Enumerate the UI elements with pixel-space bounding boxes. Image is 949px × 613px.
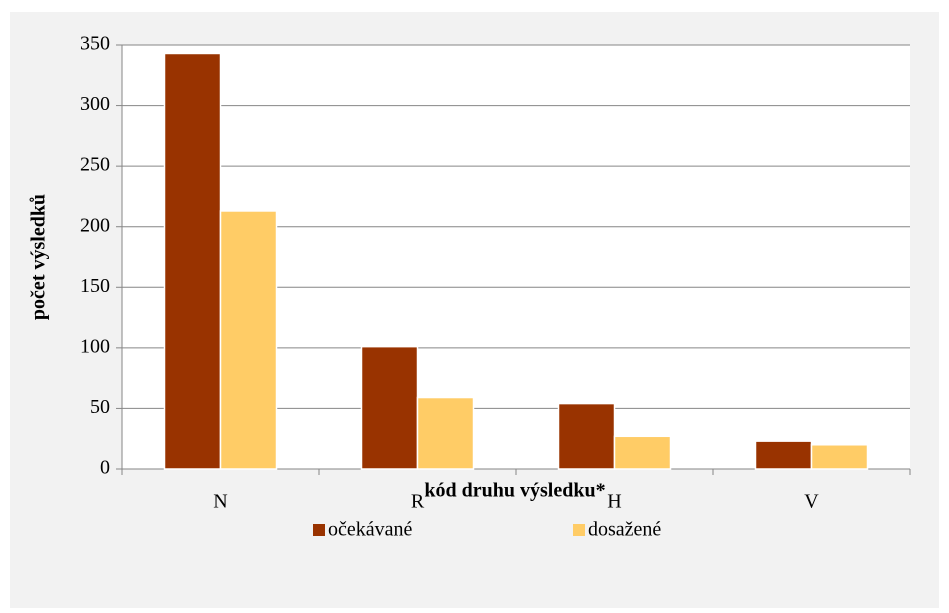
x-axis-label: kód druhu výsledku* xyxy=(424,480,605,502)
y-tick-label: 300 xyxy=(80,93,110,115)
bar xyxy=(360,345,419,470)
x-tick-label: N xyxy=(213,491,227,513)
y-tick-label: 350 xyxy=(80,33,110,55)
bar xyxy=(754,440,813,470)
legend-swatch xyxy=(573,524,585,536)
y-tick-label: 50 xyxy=(90,396,110,418)
x-tick-label: H xyxy=(607,491,621,513)
bar xyxy=(219,210,278,470)
y-tick-label: 100 xyxy=(80,335,110,357)
bar xyxy=(810,444,869,470)
legend-label: dosažené xyxy=(588,519,661,541)
x-tick-label: V xyxy=(804,491,819,513)
legend-label: očekávané xyxy=(328,519,413,541)
x-tick-label: R xyxy=(411,491,425,513)
bar xyxy=(163,52,222,470)
y-tick-label: 0 xyxy=(100,457,110,479)
y-tick-label: 250 xyxy=(80,154,110,176)
y-tick-label: 200 xyxy=(80,214,110,236)
bar xyxy=(613,435,672,470)
bar xyxy=(557,402,616,470)
legend-swatch xyxy=(313,524,325,536)
y-axis-label: počet výsledků xyxy=(28,194,50,320)
bar xyxy=(416,396,475,470)
y-tick-label: 150 xyxy=(80,275,110,297)
